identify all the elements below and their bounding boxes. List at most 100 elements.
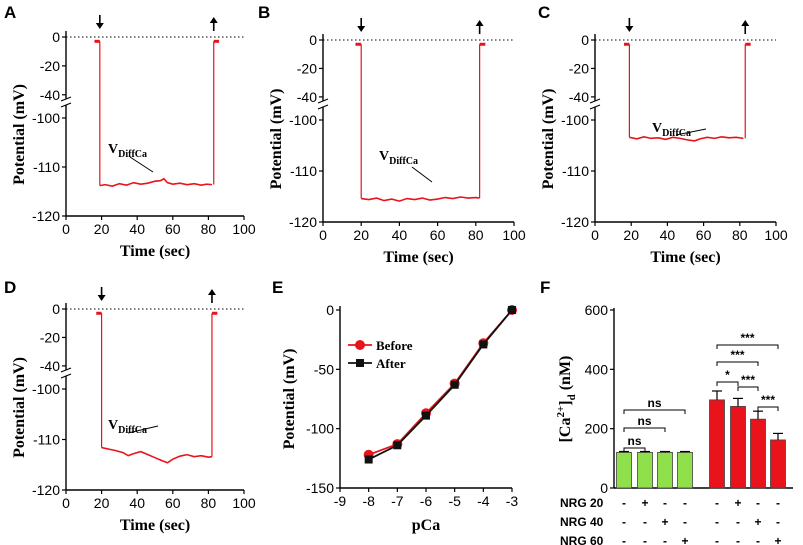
annotation-pointer-b bbox=[411, 166, 433, 183]
y-tick-label-d: -120 bbox=[32, 482, 60, 498]
x-axis-title-b: Time (sec) bbox=[383, 249, 453, 266]
y-tick-label-e: -50 bbox=[314, 361, 334, 377]
y-tick-label-c: 0 bbox=[581, 32, 589, 48]
significance-label: * bbox=[725, 368, 730, 382]
arrow-up-d bbox=[207, 289, 216, 303]
significance-bracket bbox=[716, 344, 779, 349]
axis-break-mark-c bbox=[589, 98, 601, 104]
y-tick-label-d: -40 bbox=[40, 358, 60, 374]
group-row-label: NRG 20 bbox=[560, 496, 604, 510]
axis-break-mark-d bbox=[60, 373, 72, 379]
y-axis-title-e: Potential (mV) bbox=[281, 349, 298, 450]
y-axis-title-b: Potential (mV) bbox=[268, 89, 285, 190]
panel-letter-d: D bbox=[4, 278, 16, 297]
y-tick-label-c: -40 bbox=[569, 89, 589, 105]
group-sign: - bbox=[756, 496, 760, 510]
group-sign: - bbox=[622, 534, 626, 545]
point-after bbox=[479, 340, 488, 349]
y-axis-title-d: Potential (mV) bbox=[11, 357, 28, 458]
y-tick-label-e: -150 bbox=[306, 480, 334, 496]
group-sign: + bbox=[681, 534, 688, 545]
group-sign: + bbox=[641, 496, 648, 510]
arrow-down-d-head bbox=[97, 295, 106, 301]
y-tick-label-d: -20 bbox=[40, 329, 60, 345]
panel-letter-c: C bbox=[538, 3, 550, 22]
arrow-down-d bbox=[97, 287, 106, 301]
y-tick-label-b: -40 bbox=[297, 89, 317, 105]
annotation-pointer-d bbox=[127, 425, 159, 434]
trace-line-b bbox=[361, 196, 480, 202]
y-tick-label-b: -120 bbox=[289, 214, 317, 230]
significance-bracket bbox=[623, 447, 646, 452]
significance-bracket bbox=[623, 409, 686, 414]
panel-letter-b: B bbox=[258, 3, 270, 22]
group-sign: - bbox=[715, 496, 719, 510]
arrow-down-b-head bbox=[357, 26, 366, 32]
x-tick-label-d: 40 bbox=[129, 495, 145, 511]
x-tick-label-c: 80 bbox=[732, 227, 748, 243]
legend-label-after: After bbox=[376, 356, 406, 371]
x-tick-label-b: 80 bbox=[468, 227, 484, 243]
y-tick-label-f: 0 bbox=[600, 480, 608, 496]
legend-label-before: Before bbox=[376, 338, 413, 353]
group-sign: - bbox=[683, 515, 687, 529]
y-axis-title-a: Potential (mV) bbox=[11, 84, 28, 185]
x-tick-label-e: -4 bbox=[477, 493, 490, 509]
significance-label: *** bbox=[730, 348, 744, 362]
axis-break-mark-b bbox=[317, 98, 329, 104]
group-sign: + bbox=[774, 534, 781, 545]
x-tick-label-c: 100 bbox=[764, 227, 788, 243]
y-tick-label-d: -100 bbox=[32, 381, 60, 397]
x-tick-label-b: 40 bbox=[392, 227, 408, 243]
x-tick-label-a: 100 bbox=[232, 221, 256, 237]
trace-line-a bbox=[99, 177, 213, 187]
significance-bracket bbox=[757, 406, 779, 411]
significance-label: *** bbox=[741, 373, 755, 387]
group-sign: - bbox=[715, 534, 719, 545]
x-axis-title-d: Time (sec) bbox=[120, 517, 190, 534]
x-tick-label-e: -6 bbox=[420, 493, 433, 509]
bar bbox=[770, 439, 786, 489]
arrow-down-b bbox=[357, 18, 366, 32]
bar bbox=[709, 399, 725, 489]
x-tick-label-e: -3 bbox=[506, 493, 519, 509]
y-tick-label-a: 0 bbox=[52, 29, 60, 45]
panel-letter-e: E bbox=[272, 278, 283, 297]
bar bbox=[637, 451, 653, 489]
annotation-vdiffca-d: VDiffCa bbox=[108, 418, 147, 436]
x-tick-label-a: 20 bbox=[94, 221, 110, 237]
x-tick-label-e: -9 bbox=[334, 493, 347, 509]
group-sign: - bbox=[736, 515, 740, 529]
annotation-vdiffca-a: VDiffCa bbox=[108, 142, 147, 160]
x-tick-label-e: -5 bbox=[448, 493, 461, 509]
panel-letter-f: F bbox=[540, 278, 550, 297]
y-tick-label-c: -110 bbox=[562, 163, 589, 179]
arrow-down-c bbox=[625, 18, 634, 32]
bar bbox=[730, 406, 746, 489]
y-tick-label-a: -110 bbox=[33, 159, 60, 175]
x-tick-label-d: 60 bbox=[165, 495, 181, 511]
x-tick-label-d: 100 bbox=[232, 495, 256, 511]
y-tick-label-e: 0 bbox=[326, 302, 334, 318]
x-tick-label-d: 80 bbox=[201, 495, 217, 511]
y-tick-label-e: -100 bbox=[306, 421, 334, 437]
significance-label: ns bbox=[637, 414, 651, 428]
x-tick-label-c: 20 bbox=[623, 227, 639, 243]
y-tick-label-b: -100 bbox=[289, 112, 317, 128]
trace-line-d bbox=[101, 446, 213, 464]
x-tick-label-a: 0 bbox=[62, 221, 70, 237]
arrow-down-a bbox=[95, 15, 104, 29]
annotation-vdiffca-c: VDiffCa bbox=[652, 121, 691, 139]
significance-bracket bbox=[623, 427, 666, 432]
series-line-after bbox=[368, 309, 513, 461]
x-tick-label-b: 20 bbox=[353, 227, 369, 243]
x-tick-label-c: 60 bbox=[696, 227, 712, 243]
y-tick-label-b: -110 bbox=[290, 163, 317, 179]
y-tick-label-c: -120 bbox=[561, 214, 589, 230]
y-tick-label-f: 200 bbox=[585, 421, 609, 437]
axis-break-mark-d bbox=[60, 367, 72, 373]
group-sign: - bbox=[683, 496, 687, 510]
group-sign: - bbox=[663, 496, 667, 510]
significance-label: *** bbox=[761, 393, 775, 407]
arrow-up-c-head bbox=[741, 20, 750, 26]
